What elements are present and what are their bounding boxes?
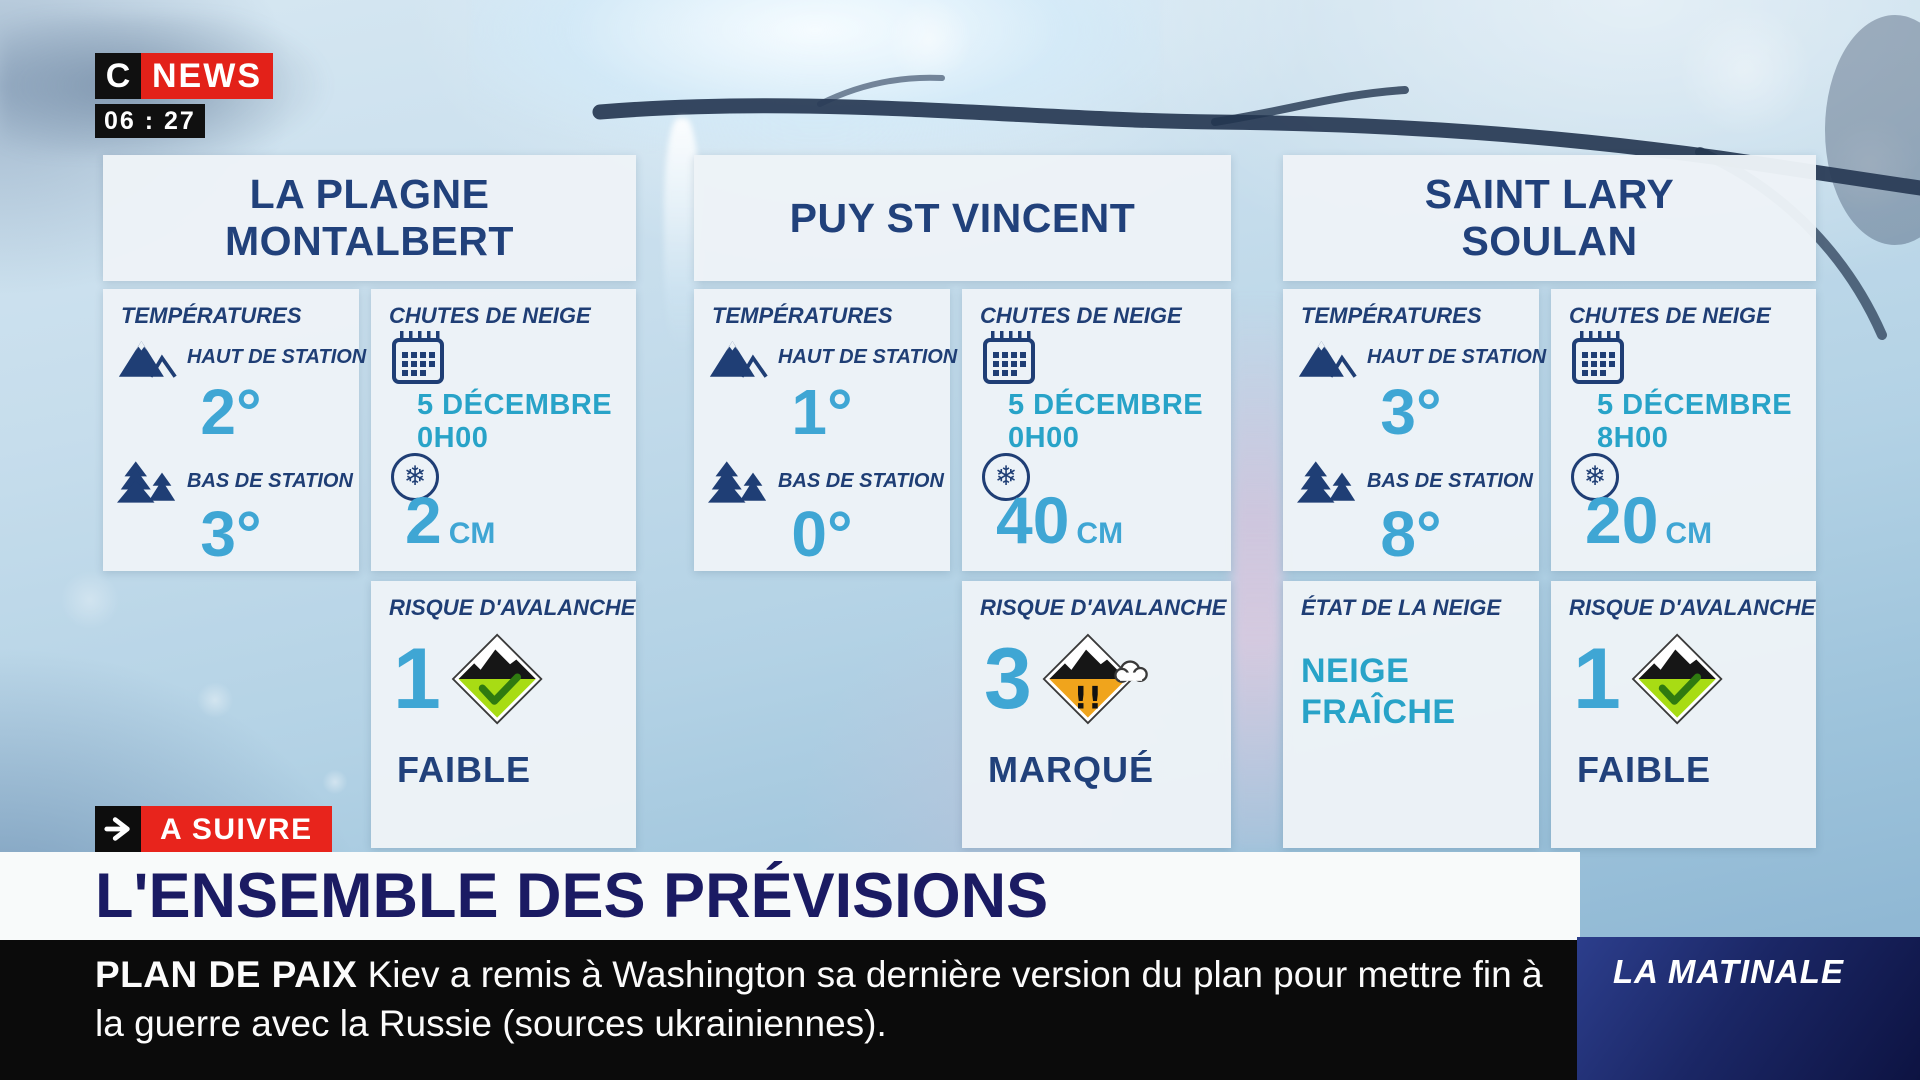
snow-state-value: NEIGE FRAÎCHE: [1301, 652, 1456, 731]
avalanche-box: RISQUE D'AVALANCHE 1 FAIBLE: [1551, 581, 1816, 848]
snowfall-unit: CM: [1665, 517, 1713, 550]
clock: 06 : 27: [95, 104, 205, 138]
snowfall-amount: 40 CM: [996, 483, 1124, 557]
station-title-line2: SOULAN: [1461, 218, 1638, 264]
cnews-logo-c: C: [95, 53, 141, 99]
high-station-label: HAUT DE STATION: [778, 345, 958, 368]
mountain-peak-icon: [1298, 341, 1357, 378]
snowfall-date: 5 DÉCEMBRE 0H00: [417, 389, 613, 454]
station-title-line1: PUY ST VINCENT: [789, 194, 1136, 241]
headline-band: L'ENSEMBLE DES PRÉVISIONS: [0, 852, 1580, 940]
low-station-temp: 3°: [200, 498, 262, 570]
snow-state-label: ÉTAT DE LA NEIGE: [1301, 595, 1502, 620]
low-station-temp: 8°: [1380, 498, 1442, 570]
snowfall-box: CHUTES DE NEIGE 5 DÉCEMBRE 0H00 ❄ 40 CM: [962, 289, 1231, 571]
snowfall-unit: CM: [448, 517, 496, 550]
mountain-peak-icon: [118, 341, 177, 378]
calendar-icon: [1572, 331, 1624, 384]
low-station-label: BAS DE STATION: [778, 469, 944, 492]
temperatures-box: TEMPÉRATURES HAUT DE STATION 1° BAS DE S…: [694, 289, 957, 571]
avalanche-level: 3: [984, 631, 1032, 727]
snowfall-label: CHUTES DE NEIGE: [980, 303, 1182, 328]
high-station-temp: 1°: [791, 376, 853, 448]
temperatures-box: TEMPÉRATURES HAUT DE STATION 2° BAS DE S…: [103, 289, 366, 571]
snowfall-amount: 20 CM: [1585, 483, 1713, 557]
temperatures-label: TEMPÉRATURES: [121, 303, 302, 328]
a-suivre-badge: A SUIVRE: [95, 806, 332, 852]
avalanche-low-icon: [451, 633, 543, 725]
station-title-line2: MONTALBERT: [225, 218, 514, 264]
high-station-label: HAUT DE STATION: [187, 345, 367, 368]
avalanche-level-label: FAIBLE: [1577, 749, 1712, 790]
pink-light-streak: [1232, 295, 1282, 850]
avalanche-label: RISQUE D'AVALANCHE: [389, 595, 636, 620]
avalanche-low-icon: [1631, 633, 1723, 725]
fir-trees-icon: [117, 461, 176, 503]
avalanche-level-label: FAIBLE: [397, 749, 532, 790]
snowfall-box: CHUTES DE NEIGE 5 DÉCEMBRE 8H00 ❄ 20 CM: [1551, 289, 1816, 571]
temperatures-label: TEMPÉRATURES: [1301, 303, 1482, 328]
ticker-kicker: PLAN DE PAIX: [95, 954, 358, 995]
card-header: PUY ST VINCENT: [694, 155, 1231, 281]
card-header: SAINT LARY SOULAN: [1283, 155, 1816, 281]
snowfall-date: 5 DÉCEMBRE 0H00: [1008, 389, 1204, 454]
station-card-puy-st-vincent: PUY ST VINCENT TEMPÉRATURES HAUT DE STAT…: [694, 155, 1231, 848]
snowfall-unit: CM: [1076, 517, 1124, 550]
snowfall-box: CHUTES DE NEIGE 5 DÉCEMBRE 0H00 ❄ 2 CM: [371, 289, 636, 571]
snow-state-box: ÉTAT DE LA NEIGE NEIGE FRAÎCHE: [1283, 581, 1539, 848]
high-station-temp: 3°: [1380, 376, 1442, 448]
avalanche-label: RISQUE D'AVALANCHE: [980, 595, 1227, 620]
cnews-logo-news: NEWS: [141, 53, 273, 99]
avalanche-marked-icon: !!: [1042, 633, 1148, 725]
snowflake-icon: ❄: [391, 453, 439, 501]
temperatures-label: TEMPÉRATURES: [712, 303, 893, 328]
ticker-text: PLAN DE PAIX Kiev a remis à Washington s…: [95, 954, 1543, 1044]
avalanche-level-label: MARQUÉ: [988, 749, 1154, 790]
temperatures-box: TEMPÉRATURES HAUT DE STATION 3° BAS DE S…: [1283, 289, 1546, 571]
high-station-temp: 2°: [200, 376, 262, 448]
headline-text: L'ENSEMBLE DES PRÉVISIONS: [95, 861, 1049, 931]
low-station-temp: 0°: [791, 498, 853, 570]
avalanche-box: RISQUE D'AVALANCHE 1 FAIBLE: [371, 581, 636, 848]
a-suivre-label: A SUIVRE: [141, 806, 332, 852]
svg-text:!!: !!: [1074, 680, 1102, 716]
station-title-line1: LA PLAGNE: [249, 171, 490, 217]
avalanche-level: 1: [1573, 631, 1621, 727]
snowfall-label: CHUTES DE NEIGE: [1569, 303, 1771, 328]
snowflake-icon: ❄: [982, 453, 1030, 501]
arrow-right-icon: [95, 806, 141, 852]
snowfall-amount: 2 CM: [405, 483, 496, 557]
low-station-label: BAS DE STATION: [187, 469, 353, 492]
station-title-line1: SAINT LARY: [1424, 171, 1675, 217]
station-card-saint-lary: SAINT LARY SOULAN TEMPÉRATURES HAUT DE S…: [1283, 155, 1816, 848]
fir-trees-icon: [1297, 461, 1356, 503]
snowflake-icon: ❄: [1571, 453, 1619, 501]
snowfall-label: CHUTES DE NEIGE: [389, 303, 591, 328]
low-station-label: BAS DE STATION: [1367, 469, 1533, 492]
station-card-la-plagne: LA PLAGNE MONTALBERT TEMPÉRATURES HAUT D…: [103, 155, 636, 848]
calendar-icon: [392, 331, 444, 384]
news-ticker: PLAN DE PAIX Kiev a remis à Washington s…: [0, 940, 1577, 1080]
fir-trees-icon: [708, 461, 767, 503]
card-header: LA PLAGNE MONTALBERT: [103, 155, 636, 281]
avalanche-label: RISQUE D'AVALANCHE: [1569, 595, 1816, 620]
channel-bug: C NEWS 06 : 27: [95, 53, 273, 138]
program-block: LA MATINALE: [1577, 937, 1920, 1080]
avalanche-level: 1: [393, 631, 441, 727]
snowfall-date: 5 DÉCEMBRE 8H00: [1597, 389, 1793, 454]
mountain-peak-icon: [709, 341, 768, 378]
high-station-label: HAUT DE STATION: [1367, 345, 1547, 368]
program-name: LA MATINALE: [1613, 953, 1844, 990]
avalanche-box: RISQUE D'AVALANCHE 3 !! MA: [962, 581, 1231, 848]
calendar-icon: [983, 331, 1035, 384]
